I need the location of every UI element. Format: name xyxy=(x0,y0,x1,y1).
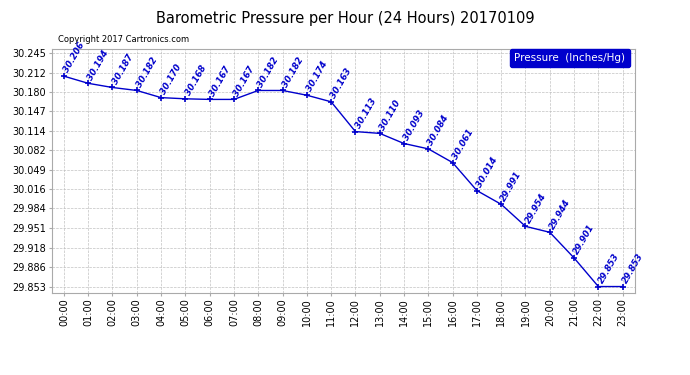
Text: 30.194: 30.194 xyxy=(86,48,110,81)
Text: 29.901: 29.901 xyxy=(572,223,597,256)
Text: 30.110: 30.110 xyxy=(378,98,402,132)
Text: 29.991: 29.991 xyxy=(500,169,524,202)
Text: 30.167: 30.167 xyxy=(208,64,232,98)
Text: 30.174: 30.174 xyxy=(305,60,329,93)
Text: 30.167: 30.167 xyxy=(232,64,257,98)
Text: 30.061: 30.061 xyxy=(451,128,475,161)
Text: Barometric Pressure per Hour (24 Hours) 20170109: Barometric Pressure per Hour (24 Hours) … xyxy=(156,11,534,26)
Legend: Pressure  (Inches/Hg): Pressure (Inches/Hg) xyxy=(511,49,629,68)
Text: 30.187: 30.187 xyxy=(110,53,135,86)
Text: 29.853: 29.853 xyxy=(596,252,621,285)
Text: 30.163: 30.163 xyxy=(329,67,354,100)
Text: 30.084: 30.084 xyxy=(426,114,451,147)
Text: 30.093: 30.093 xyxy=(402,108,426,142)
Text: 30.182: 30.182 xyxy=(135,56,159,89)
Text: 30.014: 30.014 xyxy=(475,156,500,189)
Text: 30.170: 30.170 xyxy=(159,63,184,96)
Text: 29.944: 29.944 xyxy=(548,197,572,231)
Text: 29.954: 29.954 xyxy=(524,191,548,225)
Text: 30.182: 30.182 xyxy=(281,56,305,89)
Text: 30.182: 30.182 xyxy=(257,56,281,89)
Text: 29.853: 29.853 xyxy=(621,252,645,285)
Text: 30.113: 30.113 xyxy=(353,96,378,130)
Text: 30.206: 30.206 xyxy=(62,41,86,74)
Text: Copyright 2017 Cartronics.com: Copyright 2017 Cartronics.com xyxy=(57,35,188,44)
Text: 30.168: 30.168 xyxy=(184,64,208,97)
